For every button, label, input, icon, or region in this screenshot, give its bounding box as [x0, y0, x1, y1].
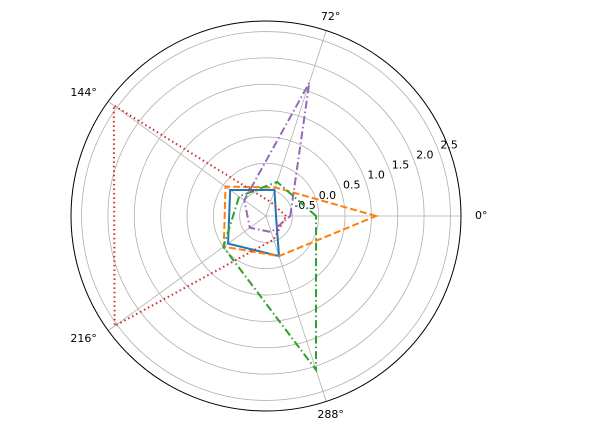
theta-tick-label: 288°	[317, 408, 344, 421]
r-tick-label: 0.0	[319, 189, 337, 202]
r-tick-label: 2.5	[440, 138, 458, 151]
series-line	[227, 188, 281, 258]
r-tick-label: 1.0	[367, 169, 385, 182]
r-tick-label: 1.5	[392, 159, 410, 172]
r-tick-label: 2.0	[416, 148, 434, 161]
theta-tick-label: 72°	[321, 10, 341, 23]
r-tick-label: 0.5	[343, 179, 361, 192]
series-line	[243, 82, 311, 234]
theta-tick-label: 0°	[475, 209, 488, 222]
theta-tick-label: 216°	[70, 332, 97, 345]
grid-spoke	[108, 215, 267, 331]
r-tick-label: -0.5	[294, 199, 315, 212]
polar-frame	[70, 20, 462, 412]
grid-spoke	[265, 30, 327, 217]
grid-spoke	[108, 101, 267, 217]
theta-tick-label: 144°	[70, 86, 97, 99]
series-line	[222, 185, 380, 258]
series-line	[222, 180, 318, 373]
series-line	[112, 103, 288, 328]
